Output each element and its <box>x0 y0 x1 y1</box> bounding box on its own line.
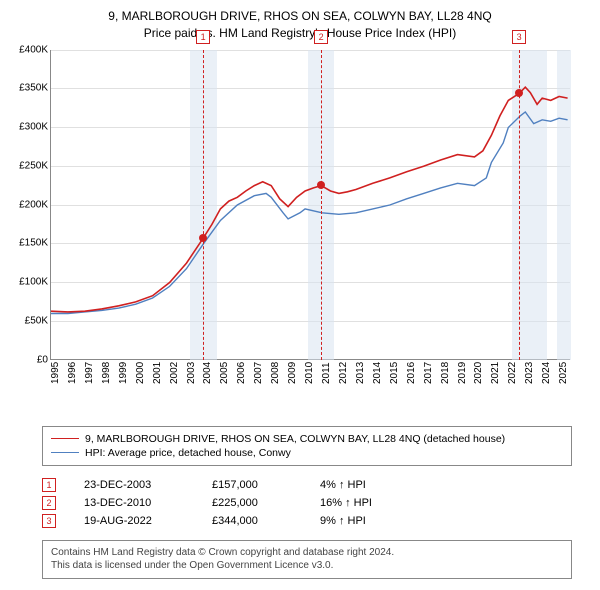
legend-label: 9, MARLBOROUGH DRIVE, RHOS ON SEA, COLWY… <box>85 433 505 445</box>
chart-container: 9, MARLBOROUGH DRIVE, RHOS ON SEA, COLWY… <box>0 0 600 590</box>
legend-label: HPI: Average price, detached house, Conw… <box>85 447 291 459</box>
x-axis-label: 2025 <box>558 361 584 383</box>
sale-marker: 1 <box>196 30 210 44</box>
sale-marker-ref: 3 <box>42 514 56 528</box>
legend-swatch <box>51 438 79 439</box>
sale-row: 3 19-AUG-2022 £344,000 9% ↑ HPI <box>42 512 590 530</box>
sale-price: £344,000 <box>212 515 292 527</box>
sales-table: 1 23-DEC-2003 £157,000 4% ↑ HPI 2 13-DEC-2010… <box>42 476 590 530</box>
sale-hpi: 16% ↑ HPI <box>320 497 400 509</box>
legend: 9, MARLBOROUGH DRIVE, RHOS ON SEA, COLWY… <box>42 426 572 466</box>
sale-point <box>317 181 325 189</box>
y-axis-label: £200K <box>10 199 48 210</box>
y-axis-label: £100K <box>10 277 48 288</box>
attribution-line-2: This data is licensed under the Open Gov… <box>51 559 563 573</box>
legend-swatch <box>51 452 79 453</box>
y-axis-label: £350K <box>10 83 48 94</box>
sale-price: £225,000 <box>212 497 292 509</box>
sale-row: 1 23-DEC-2003 £157,000 4% ↑ HPI <box>42 476 590 494</box>
sale-marker-ref: 2 <box>42 496 56 510</box>
sale-marker-ref: 1 <box>42 478 56 492</box>
legend-item: HPI: Average price, detached house, Conw… <box>51 446 563 460</box>
y-axis-label: £300K <box>10 122 48 133</box>
sale-marker: 2 <box>314 30 328 44</box>
chart-title-2: Price paid vs. HM Land Registry's House … <box>10 25 590 42</box>
attribution-line-1: Contains HM Land Registry data © Crown c… <box>51 546 563 560</box>
y-axis-label: £400K <box>10 44 48 55</box>
y-axis-label: £250K <box>10 160 48 171</box>
y-axis-label: £150K <box>10 238 48 249</box>
chart-title-1: 9, MARLBOROUGH DRIVE, RHOS ON SEA, COLWY… <box>10 8 590 25</box>
sale-point <box>515 89 523 97</box>
sale-hpi: 9% ↑ HPI <box>320 515 400 527</box>
sale-date: 23-DEC-2003 <box>84 479 184 491</box>
sale-row: 2 13-DEC-2010 £225,000 16% ↑ HPI <box>42 494 590 512</box>
sale-hpi: 4% ↑ HPI <box>320 479 400 491</box>
sale-date: 13-DEC-2010 <box>84 497 184 509</box>
plot: 123 <box>50 50 570 360</box>
y-axis-label: £50K <box>10 315 48 326</box>
sale-marker: 3 <box>512 30 526 44</box>
y-axis-label: £0 <box>10 354 48 365</box>
sale-date: 19-AUG-2022 <box>84 515 184 527</box>
legend-item: 9, MARLBOROUGH DRIVE, RHOS ON SEA, COLWY… <box>51 432 563 446</box>
attribution: Contains HM Land Registry data © Crown c… <box>42 540 572 579</box>
chart-area: £0£50K£100K£150K£200K£250K£300K£350K£400… <box>10 50 570 390</box>
sale-price: £157,000 <box>212 479 292 491</box>
sale-point <box>199 234 207 242</box>
